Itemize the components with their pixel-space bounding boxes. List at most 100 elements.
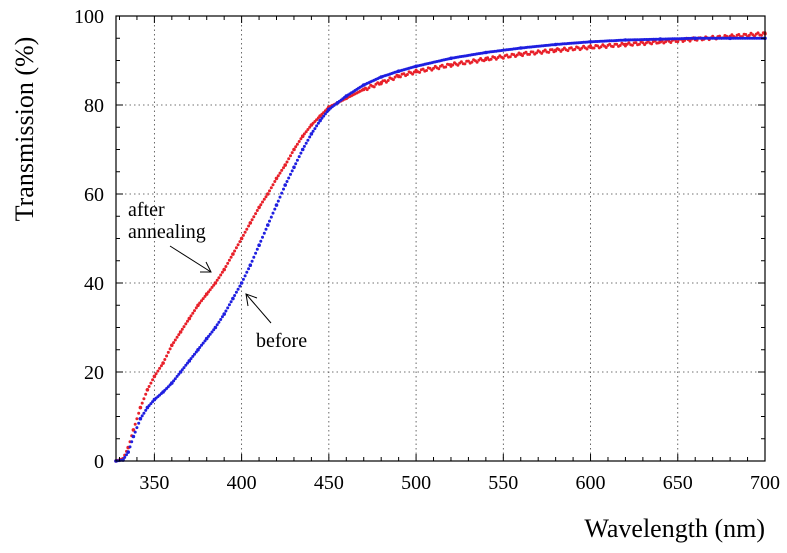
series-0-trace xyxy=(156,369,160,373)
series-0-trace xyxy=(669,41,673,44)
series-1-trace xyxy=(203,339,207,343)
series-0-trace xyxy=(252,215,256,219)
series-0-trace xyxy=(217,276,221,280)
series-0-trace xyxy=(168,347,172,351)
series-1-trace xyxy=(323,112,327,116)
series-1-trace xyxy=(238,284,242,288)
series-0-trace xyxy=(172,341,176,345)
series-0-trace xyxy=(747,33,751,37)
series-0-trace xyxy=(297,140,301,143)
series-0-trace xyxy=(269,186,273,190)
series-0-trace xyxy=(220,270,224,274)
series-1-trace xyxy=(231,297,235,301)
series-0-trace xyxy=(398,75,402,79)
series-1-trace xyxy=(255,247,259,251)
series-0-trace xyxy=(240,237,244,240)
series-0-trace xyxy=(261,200,264,204)
series-1-trace xyxy=(184,363,188,367)
series-1-trace xyxy=(275,203,278,207)
series-0-trace xyxy=(275,176,278,180)
series-0-trace xyxy=(193,309,196,313)
series-0-trace xyxy=(257,205,261,209)
series-0-trace xyxy=(254,212,258,216)
series-0-trace xyxy=(165,354,169,358)
series-0-trace xyxy=(282,166,285,170)
series-0-trace xyxy=(451,63,455,67)
series-1-trace xyxy=(250,259,254,263)
series-0-trace xyxy=(215,278,219,282)
series-0-trace xyxy=(219,273,223,277)
series-0-trace xyxy=(596,44,599,48)
series-0-trace xyxy=(405,73,409,76)
series-0-trace xyxy=(569,46,573,50)
series-0-trace xyxy=(608,42,612,46)
series-1-trace xyxy=(224,309,228,313)
series-0-trace xyxy=(210,285,214,289)
series-0-trace xyxy=(592,46,596,50)
series-1-trace xyxy=(308,135,312,139)
series-0-trace xyxy=(137,411,141,415)
series-1-trace xyxy=(149,402,153,406)
series-0-trace xyxy=(152,374,156,378)
series-0-trace xyxy=(177,333,181,337)
series-0-trace xyxy=(301,134,305,138)
series-0-trace xyxy=(437,67,441,71)
series-1-trace xyxy=(316,121,320,125)
series-0-trace xyxy=(133,422,137,426)
series-0-trace xyxy=(212,283,216,287)
plot-frame xyxy=(115,15,766,462)
series-1-trace xyxy=(233,294,237,297)
series-1-trace xyxy=(219,318,223,321)
series-0-trace xyxy=(186,319,189,323)
series-0-trace xyxy=(627,41,631,45)
series-0-trace xyxy=(372,85,376,89)
x-tick-label: 700 xyxy=(750,472,780,494)
series-0-trace xyxy=(250,218,254,222)
series-1-trace xyxy=(133,430,137,434)
series-1-trace xyxy=(172,379,176,383)
series-0-trace xyxy=(147,385,151,388)
series-1-trace xyxy=(283,183,287,187)
series-0-trace xyxy=(475,60,479,64)
series-1-trace xyxy=(186,361,189,365)
series-1-trace xyxy=(266,223,270,227)
series-0-trace xyxy=(744,33,748,36)
series-0-trace xyxy=(501,56,505,60)
series-1-trace xyxy=(248,263,252,267)
series-0-trace xyxy=(198,301,202,305)
series-1-trace xyxy=(142,411,146,415)
series-1-trace xyxy=(194,350,198,354)
series-0-trace xyxy=(208,288,212,292)
series-1-trace xyxy=(128,445,132,449)
series-0-trace xyxy=(566,49,570,53)
series-1-trace xyxy=(289,172,292,176)
series-0-trace xyxy=(241,233,245,237)
series-0-trace xyxy=(278,171,282,175)
series-0-trace xyxy=(159,364,163,368)
series-1-trace xyxy=(191,354,195,358)
series-1-trace xyxy=(130,440,134,444)
series-0-trace xyxy=(459,60,463,64)
series-1-trace xyxy=(278,195,282,199)
series-0-trace xyxy=(179,330,183,334)
series-0-trace xyxy=(725,34,729,38)
series-0-trace xyxy=(207,290,210,294)
series-0-trace xyxy=(280,168,284,172)
series-1-trace xyxy=(257,243,261,247)
series-0-trace xyxy=(182,325,186,329)
annotation-annealing-label: annealing xyxy=(128,221,206,243)
series-1-trace xyxy=(131,435,135,438)
x-tick-label: 550 xyxy=(488,472,518,494)
series-0-trace xyxy=(760,33,763,37)
y-tick-label: 0 xyxy=(94,451,104,473)
series-1 xyxy=(114,36,767,463)
series-1-trace xyxy=(294,162,298,166)
series-0-trace xyxy=(386,79,390,82)
series-1-trace xyxy=(179,370,183,374)
series-1-trace xyxy=(322,114,326,118)
series-1-trace xyxy=(247,267,251,271)
series-layer xyxy=(114,31,767,463)
series-0-trace xyxy=(213,281,217,285)
series-0-trace xyxy=(756,31,760,35)
grid-layer xyxy=(116,16,765,461)
